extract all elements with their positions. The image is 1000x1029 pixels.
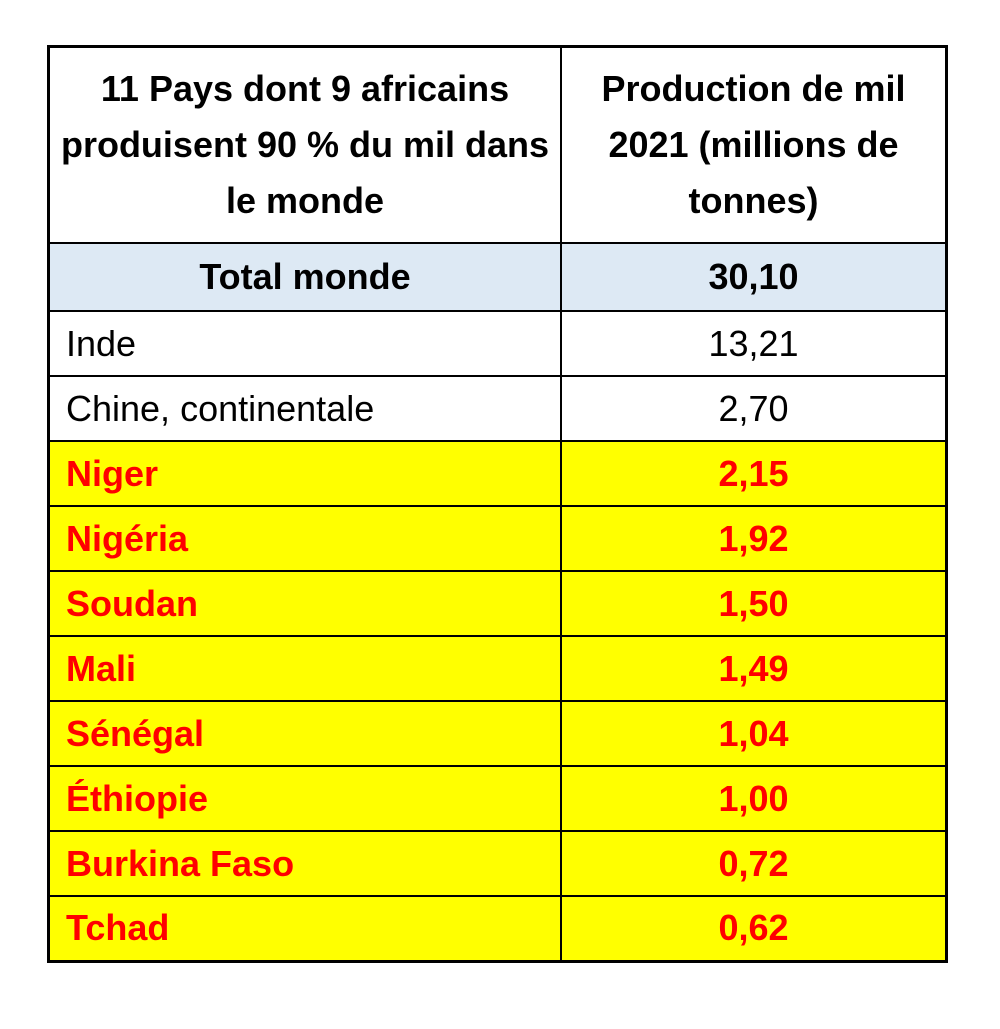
country-cell: Nigéria [47,505,562,572]
value-cell: 2,70 [560,375,948,442]
table-row: Inde 13,21 [47,310,948,377]
header-cell: Production de mil 2021 (millions de tonn… [560,45,948,244]
country-cell: Éthiopie [47,765,562,832]
table-row: Niger 2,15 [47,440,948,507]
value-cell: 1,04 [560,700,948,767]
country-cell: Mali [47,635,562,702]
country-cell: Total monde [47,242,562,312]
value-cell: 2,15 [560,440,948,507]
table-row: Nigéria 1,92 [47,505,948,572]
country-cell: Inde [47,310,562,377]
table-row: Chine, continentale 2,70 [47,375,948,442]
country-cell: Tchad [47,895,562,962]
value-cell: 30,10 [560,242,948,312]
table-row: Tchad 0,62 [47,895,948,962]
production-table: 11 Pays dont 9 africains produisent 90 %… [47,45,948,963]
value-cell: 1,50 [560,570,948,637]
country-cell: Niger [47,440,562,507]
table-row: Sénégal 1,04 [47,700,948,767]
table-header: 11 Pays dont 9 africains produisent 90 %… [47,45,948,244]
value-cell: 1,92 [560,505,948,572]
table-row: Burkina Faso 0,72 [47,830,948,897]
table-row: Mali 1,49 [47,635,948,702]
value-cell: 1,00 [560,765,948,832]
value-cell: 0,72 [560,830,948,897]
country-cell: Chine, continentale [47,375,562,442]
table-row: Total monde 30,10 [47,242,948,312]
table-row: Soudan 1,50 [47,570,948,637]
header-row: 11 Pays dont 9 africains produisent 90 %… [47,45,948,244]
value-cell: 1,49 [560,635,948,702]
country-cell: Burkina Faso [47,830,562,897]
country-cell: Soudan [47,570,562,637]
header-cell: 11 Pays dont 9 africains produisent 90 %… [47,45,562,244]
country-cell: Sénégal [47,700,562,767]
table-row: Éthiopie 1,00 [47,765,948,832]
table-body: Total monde 30,10 Inde 13,21 Chine, continen… [47,242,948,962]
value-cell: 13,21 [560,310,948,377]
value-cell: 0,62 [560,895,948,962]
